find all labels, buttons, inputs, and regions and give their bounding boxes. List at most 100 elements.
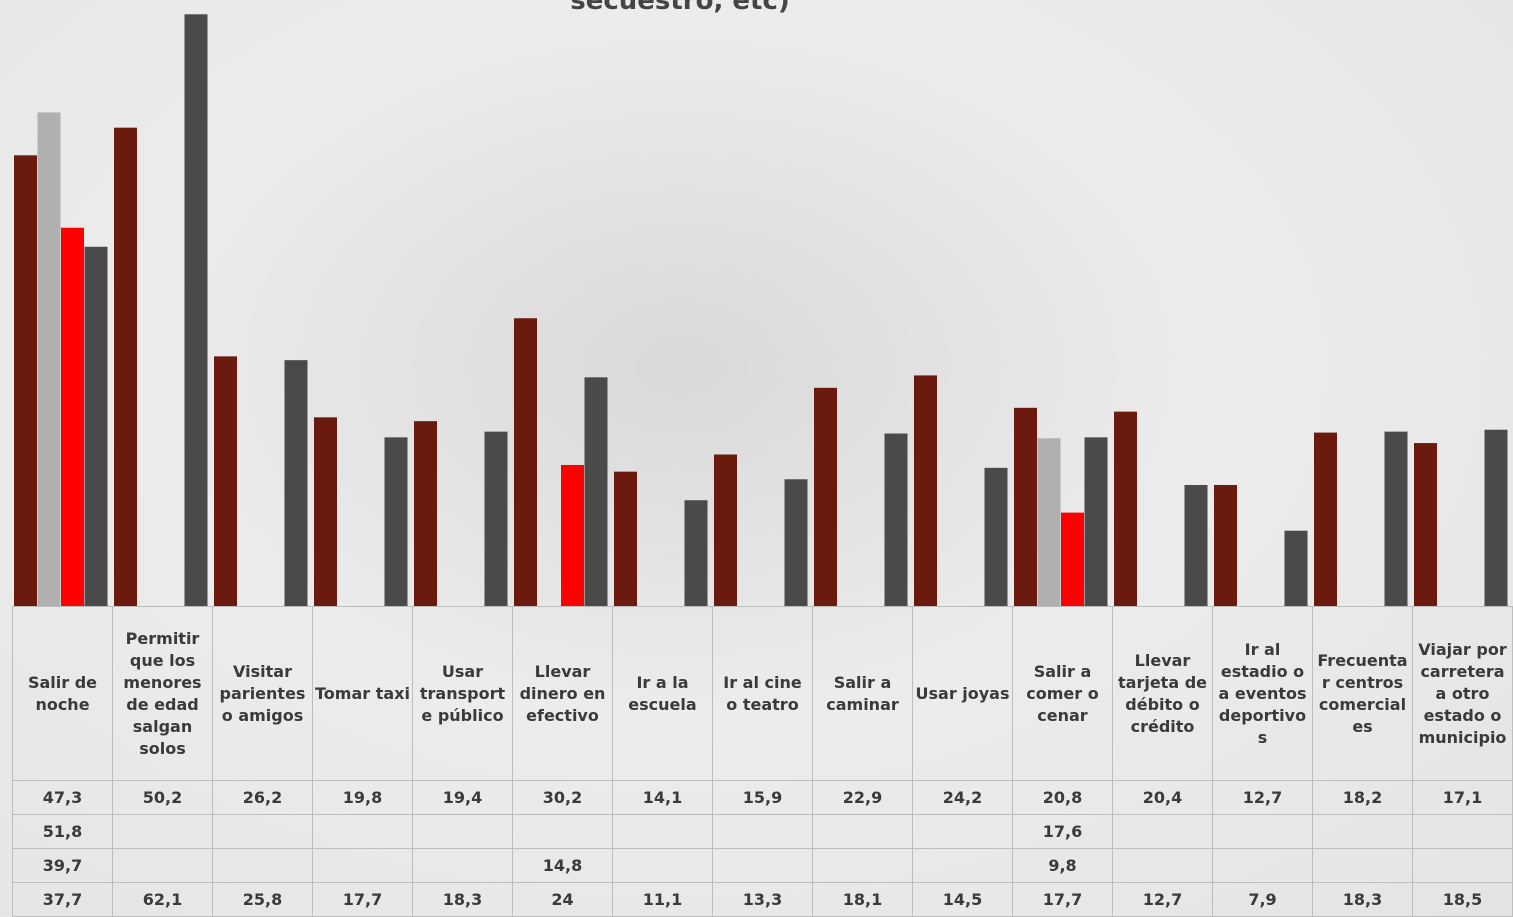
data-row: 39,7 14,8 9,8 xyxy=(12,848,1513,883)
value-cell xyxy=(712,814,813,849)
value-cell: 18,1 xyxy=(812,882,913,917)
value-cell xyxy=(1112,814,1213,849)
category-label: Frecuentar centros comerciales xyxy=(1312,606,1413,781)
value-cell xyxy=(1112,848,1213,883)
bar xyxy=(1084,437,1108,606)
value-cell: 24,2 xyxy=(912,780,1013,815)
value-cell: 17,6 xyxy=(1012,814,1113,849)
data-row: 51,8 17,6 xyxy=(12,814,1513,849)
value-cell: 14,8 xyxy=(512,848,613,883)
value-cell xyxy=(112,848,213,883)
value-cell: 13,3 xyxy=(712,882,813,917)
bar xyxy=(784,479,808,606)
bar xyxy=(684,500,708,606)
value-cell: 25,8 xyxy=(212,882,313,917)
value-cell xyxy=(1212,814,1313,849)
category-label: Llevar dinero en efectivo xyxy=(512,606,613,781)
value-cell: 51,8 xyxy=(12,814,113,849)
bar xyxy=(1314,432,1337,606)
bar xyxy=(414,421,437,606)
bar xyxy=(1184,484,1208,606)
header-row: Salir de noche Permitir que los menores d… xyxy=(12,606,1513,781)
bar xyxy=(1214,484,1237,606)
value-cell xyxy=(312,848,413,883)
bar xyxy=(1061,512,1084,606)
value-cell: 47,3 xyxy=(12,780,113,815)
bar xyxy=(214,356,237,606)
value-cell: 24 xyxy=(512,882,613,917)
value-cell xyxy=(912,848,1013,883)
value-cell: 62,1 xyxy=(112,882,213,917)
category-label: Salir a caminar xyxy=(812,606,913,781)
value-cell xyxy=(312,814,413,849)
chart xyxy=(14,14,1508,606)
category-label: Salir de noche xyxy=(12,606,113,781)
category-label: Ir a la escuela xyxy=(612,606,713,781)
bar xyxy=(184,14,208,606)
value-cell: 15,9 xyxy=(712,780,813,815)
bar xyxy=(1384,431,1408,606)
value-cell xyxy=(512,814,613,849)
bar xyxy=(1484,429,1508,606)
value-cell xyxy=(612,848,713,883)
value-cell: 18,3 xyxy=(412,882,513,917)
value-cell: 18,2 xyxy=(1312,780,1413,815)
bar xyxy=(584,377,608,606)
value-cell xyxy=(1312,814,1413,849)
bar xyxy=(314,417,337,606)
data-row: 37,7 62,1 25,8 17,7 18,3 24 11,1 13,3 18,1 14,5 17… xyxy=(12,882,1513,917)
value-cell: 14,5 xyxy=(912,882,1013,917)
value-cell: 20,8 xyxy=(1012,780,1113,815)
bar xyxy=(814,387,837,606)
value-cell xyxy=(412,814,513,849)
value-cell: 18,5 xyxy=(1412,882,1513,917)
category-label: Viajar por carretera a otro estado o mun… xyxy=(1412,606,1513,781)
value-cell: 7,9 xyxy=(1212,882,1313,917)
value-cell: 17,1 xyxy=(1412,780,1513,815)
value-cell: 30,2 xyxy=(512,780,613,815)
value-cell xyxy=(412,848,513,883)
value-cell: 18,3 xyxy=(1312,882,1413,917)
value-cell: 12,7 xyxy=(1212,780,1313,815)
data-row: 47,3 50,2 26,2 19,8 19,4 30,2 14,1 15,9 22,9 24,2… xyxy=(12,780,1513,815)
value-cell: 26,2 xyxy=(212,780,313,815)
value-cell xyxy=(212,848,313,883)
value-cell xyxy=(812,814,913,849)
value-cell: 11,1 xyxy=(612,882,713,917)
value-cell xyxy=(712,848,813,883)
value-cell xyxy=(1412,848,1513,883)
value-cell xyxy=(1412,814,1513,849)
bar xyxy=(384,437,408,606)
value-cell: 20,4 xyxy=(1112,780,1213,815)
value-cell xyxy=(212,814,313,849)
value-cell: 19,4 xyxy=(412,780,513,815)
category-label: Visitar parientes o amigos xyxy=(212,606,313,781)
value-cell: 17,7 xyxy=(312,882,413,917)
bar xyxy=(884,433,908,606)
data-table: Salir de noche Permitir que los menores d… xyxy=(12,606,1513,917)
value-cell xyxy=(812,848,913,883)
bar xyxy=(714,454,737,606)
bar xyxy=(37,112,61,606)
bar xyxy=(984,467,1008,606)
bar xyxy=(61,227,84,606)
value-cell: 37,7 xyxy=(12,882,113,917)
chart-title: secuestro, etc) xyxy=(570,0,790,16)
bar xyxy=(114,127,137,606)
value-cell: 14,1 xyxy=(612,780,713,815)
category-label: Permitir que los menores de edad salgan … xyxy=(112,606,213,781)
category-label: Usar joyas xyxy=(912,606,1013,781)
bar xyxy=(284,360,308,606)
value-cell xyxy=(912,814,1013,849)
value-cell xyxy=(1212,848,1313,883)
bar xyxy=(614,471,637,606)
bar xyxy=(1414,443,1437,606)
value-cell xyxy=(612,814,713,849)
bar xyxy=(84,246,108,606)
value-cell: 19,8 xyxy=(312,780,413,815)
bar xyxy=(561,464,584,606)
category-label: Llevar tarjeta de débito o crédito xyxy=(1112,606,1213,781)
value-cell xyxy=(1312,848,1413,883)
bar xyxy=(514,318,537,606)
